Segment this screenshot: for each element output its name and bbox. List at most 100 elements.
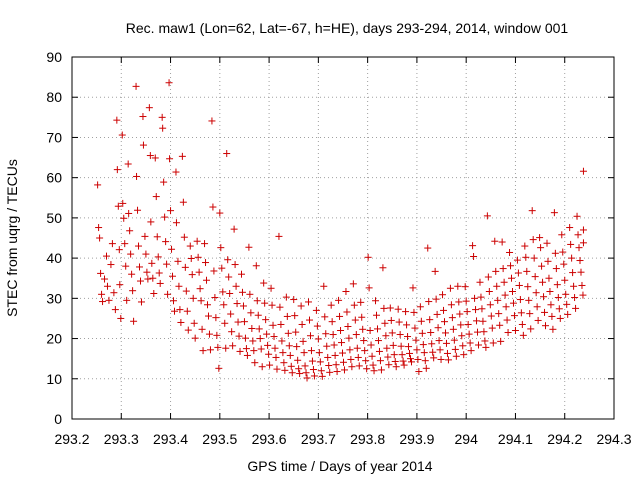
data-point [235,332,243,340]
data-point [98,290,106,298]
data-point [145,104,153,112]
data-point [579,239,587,247]
data-point [314,335,322,343]
y-tick-label: 80 [46,89,62,105]
data-point [129,287,137,295]
data-point [126,227,134,235]
data-point [410,308,418,316]
x-tick-label: 293.5 [202,431,237,447]
data-point [248,325,256,332]
data-point [220,301,228,309]
data-point [435,337,443,345]
data-point [568,254,576,262]
data-point [212,314,220,322]
data-point [119,199,127,207]
data-point [473,317,481,325]
data-point [167,207,175,215]
data-point [532,289,540,297]
data-point [323,342,331,350]
data-point [331,351,339,359]
data-point [351,316,359,324]
data-point [380,304,388,312]
data-point [352,331,360,339]
data-point [515,281,523,289]
data-point [250,347,258,355]
data-point [277,320,285,328]
data-point [187,255,195,263]
data-point [279,349,287,357]
data-point [281,366,289,374]
data-point [227,310,235,318]
data-point [124,160,132,168]
data-point [150,290,158,298]
data-point [139,113,147,121]
data-point [260,279,268,287]
data-point [160,178,168,186]
data-point [525,296,533,304]
data-point [239,302,247,310]
data-point [458,332,466,340]
data-point [255,325,263,333]
data-point [238,288,246,296]
data-point [579,226,587,234]
data-point [441,318,449,326]
data-point [443,349,451,357]
data-point [208,117,216,125]
data-point [230,225,238,233]
data-point [534,316,542,324]
data-point [447,301,455,309]
data-point [544,257,552,265]
data-point [374,337,382,345]
x-axis-ticks: 293.2 293.3 293.4 293.5 293.6 293.7 293.8 293.9… [54,57,632,447]
data-point [450,336,458,344]
data-point [273,365,281,373]
data-point [400,361,408,369]
data-point [432,295,440,303]
data-point [146,152,154,160]
data-point [493,282,501,290]
data-point [436,346,444,354]
chart-title: Rec. maw1 (Lon=62, Lat=-67, h=HE), days … [126,20,569,36]
data-point [480,328,488,336]
data-point [406,349,414,357]
data-point [421,357,429,365]
data-point [471,294,479,302]
data-point [315,349,323,357]
data-point [236,347,244,355]
data-point [176,306,184,314]
data-point [518,320,526,328]
data-point [486,301,494,309]
data-point [567,240,575,248]
data-point [487,312,495,320]
data-points [94,79,587,382]
data-point [499,265,507,273]
data-point [325,362,333,370]
data-point [382,332,390,340]
data-point [211,294,219,302]
data-point [202,259,210,267]
data-point [441,329,449,337]
data-point [461,283,469,291]
data-point [372,297,380,305]
data-point [191,334,199,342]
data-point [283,312,291,320]
data-point [133,172,141,180]
data-point [205,330,213,338]
data-point [139,141,147,149]
data-point [502,303,510,311]
data-point [530,254,538,262]
data-point [481,337,489,345]
data-point [424,244,432,252]
data-point [488,324,496,332]
data-point [361,347,369,355]
data-point [159,124,167,132]
data-point [362,357,370,365]
data-point [299,337,307,345]
data-point [174,257,182,265]
data-point [190,319,198,327]
data-point [170,297,178,305]
data-point [197,297,205,305]
data-point [501,291,509,299]
data-point [529,236,537,244]
data-point [365,284,373,292]
